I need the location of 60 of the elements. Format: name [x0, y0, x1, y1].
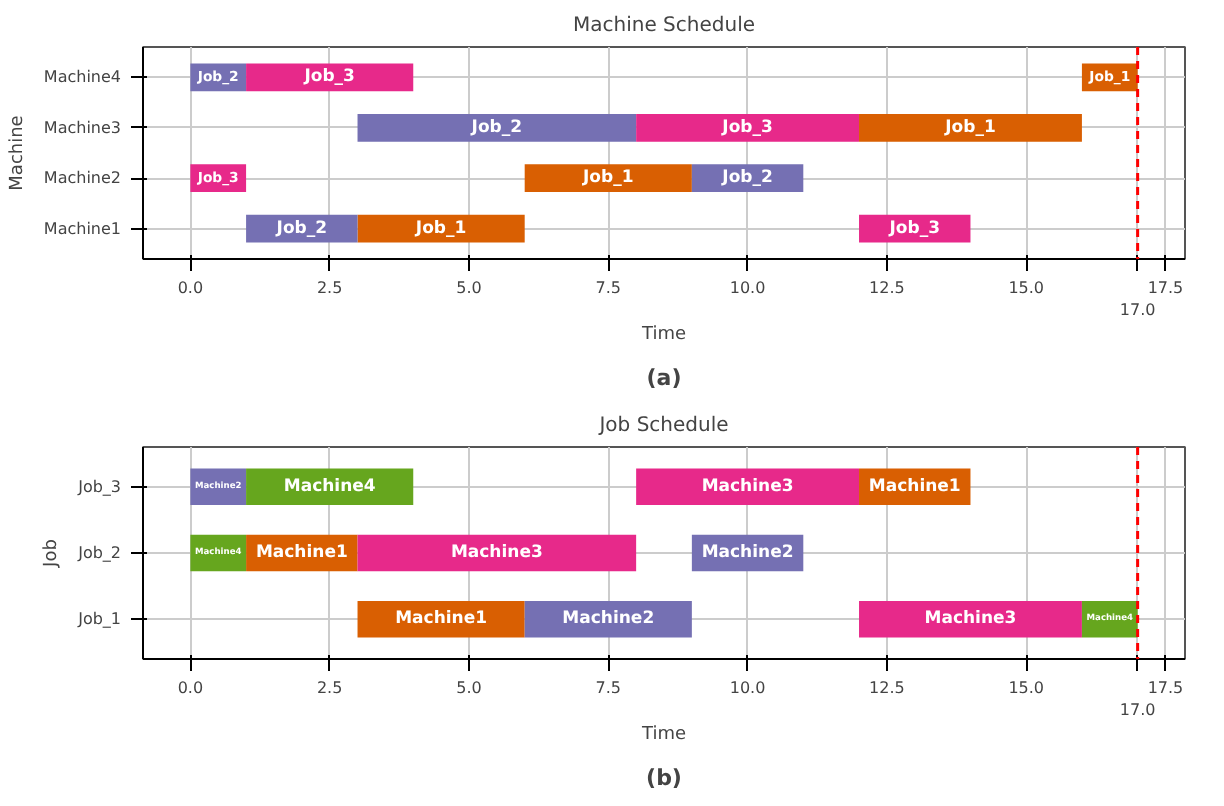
- x-tick-label: 2.5: [316, 279, 343, 297]
- series-label: Job_3: [302, 67, 356, 88]
- x-tick-label: 0.0: [177, 279, 204, 297]
- y-axis-title: Job: [42, 538, 63, 569]
- text: Machine4: [283, 476, 376, 497]
- text: Machine3: [450, 543, 543, 563]
- text: Machine2: [701, 543, 794, 563]
- text: Job_3: [722, 117, 773, 138]
- series-label: Machine3: [701, 476, 794, 497]
- x-tick-label: 15.0: [1008, 679, 1045, 697]
- text: Machine2: [562, 609, 655, 630]
- text: Job_1: [415, 218, 467, 239]
- bar: [524, 164, 692, 193]
- text: Machine1: [395, 609, 488, 630]
- x-tick-label: 2.5: [316, 679, 343, 697]
- y-axis-title: Machine: [7, 114, 28, 191]
- series-label: Job_2: [469, 117, 523, 138]
- text: Job_3: [889, 218, 941, 239]
- x-tick-label: 7.5: [595, 279, 622, 297]
- y-tick-label: Machine1: [43, 219, 121, 238]
- text: (b): [646, 765, 682, 791]
- bar: [357, 214, 525, 243]
- y-tick-label: Machine4: [43, 68, 121, 87]
- x-tick-label: 5.0: [456, 279, 482, 297]
- bar: [859, 113, 1082, 142]
- y-tick-label: Job_1: [76, 610, 121, 629]
- y-tick-label: Machine2: [43, 169, 121, 188]
- bar: [636, 113, 860, 142]
- ref-line-label: 17.0: [1119, 301, 1156, 319]
- series-label: Machine1: [868, 476, 961, 497]
- x-tick-label: 17.5: [1147, 679, 1184, 697]
- x-tick-label: 0.0: [177, 679, 204, 697]
- x-tick-label: 7.5: [595, 679, 622, 697]
- bar: [636, 468, 860, 505]
- x-axis-title: Time: [639, 325, 687, 345]
- x-tick-label: 10.0: [729, 679, 766, 697]
- y-tick-label: Machine3: [43, 118, 121, 137]
- series-label: Job_1: [943, 117, 996, 138]
- ref-line-label: 17.0: [1119, 701, 1156, 719]
- y-tick-label: Job_2: [76, 544, 121, 562]
- bar: [357, 113, 637, 142]
- bar: [357, 534, 637, 572]
- y-tick-label: Job_3: [76, 477, 121, 496]
- text: Job_2: [722, 168, 773, 189]
- chart-title: Job Schedule: [597, 415, 729, 437]
- text: (a): [646, 365, 682, 391]
- x-tick-label: 10.0: [729, 279, 766, 297]
- x-axis-title: Time: [639, 725, 687, 745]
- chart-title: Machine Schedule: [573, 15, 756, 37]
- x-tick-label: 17.5: [1147, 279, 1184, 297]
- x-tick-label: 12.5: [869, 279, 905, 297]
- text: Machine3: [924, 609, 1017, 630]
- bar: [246, 63, 414, 92]
- text: Job_1: [583, 168, 634, 189]
- x-tick-label: 12.5: [869, 679, 905, 697]
- bar: [859, 601, 1082, 638]
- x-tick-label: 5.0: [456, 679, 482, 697]
- x-tick-label: 15.0: [1008, 279, 1045, 297]
- text: Job_2: [276, 218, 328, 239]
- text: Machine1: [255, 543, 348, 563]
